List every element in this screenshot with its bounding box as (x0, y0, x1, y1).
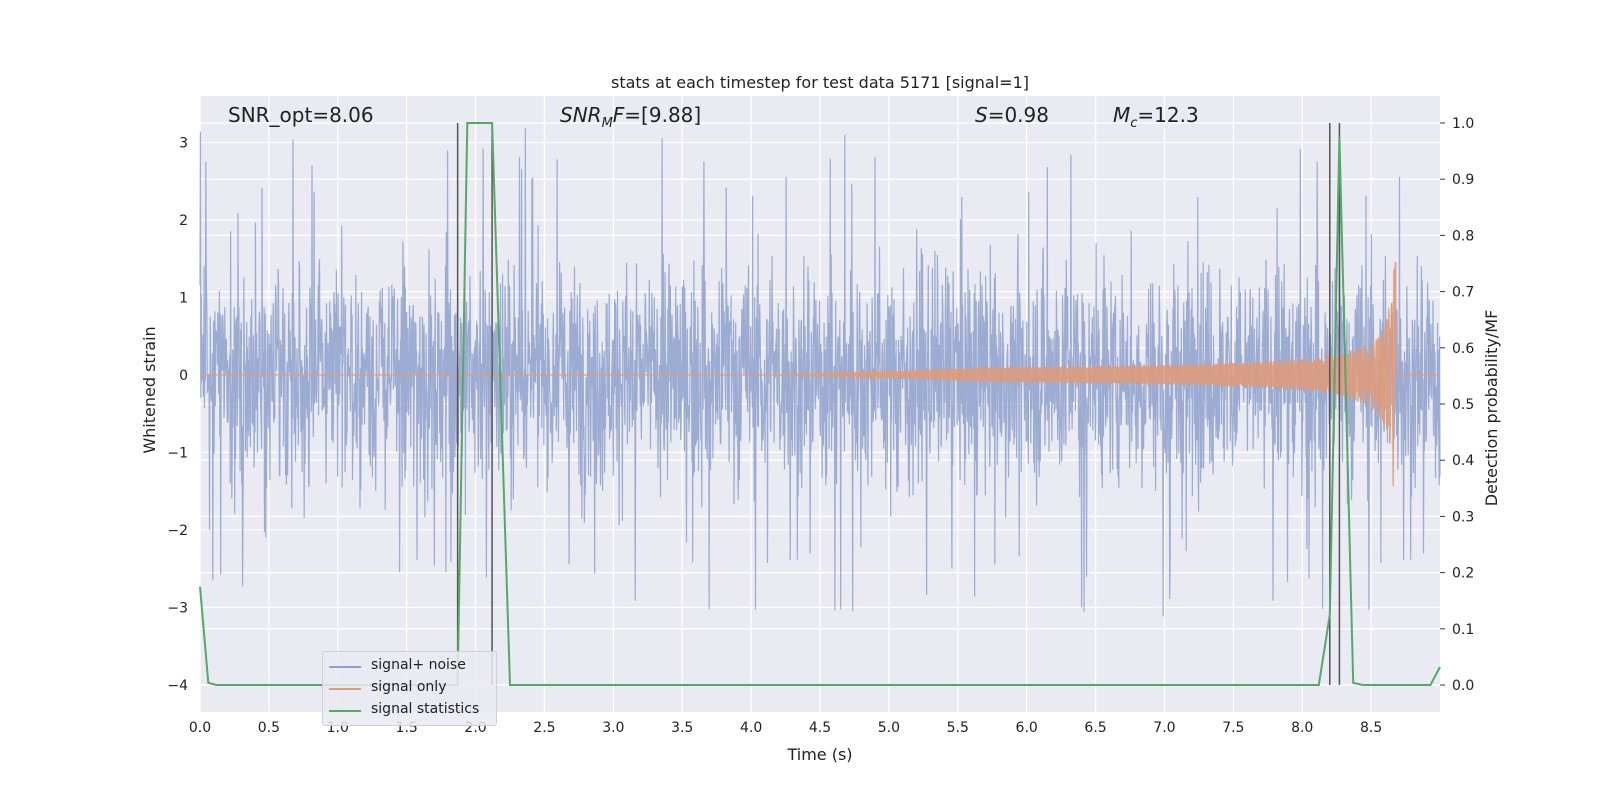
x-tick-label: 3.0 (602, 720, 624, 736)
legend-swatch-signal-statistics (329, 710, 361, 712)
legend: signal+ noise signal only signal statist… (322, 651, 497, 726)
y-tick-label-right: 0.5 (1452, 397, 1474, 413)
x-tick-label: 0.5 (258, 720, 280, 736)
signal-statistics-line (199, 122, 1441, 686)
y-tick-label-right: 0.1 (1452, 622, 1474, 638)
y-tick-label-left: 2 (179, 213, 188, 229)
annotation-snr-mf: SNRMF=[9.88] (560, 103, 702, 131)
x-tick-label: 4.0 (740, 720, 762, 736)
series-signal-statistics (199, 122, 1441, 686)
y-tick-label-right: 0.6 (1452, 341, 1474, 357)
y-tick-label-right: 0.8 (1452, 228, 1474, 244)
y-axis-label-left: Whitened strain (140, 326, 159, 453)
legend-swatch-signal-plus-noise (329, 666, 361, 668)
y-tick-label-right: 0.9 (1452, 172, 1474, 188)
x-tick-label: 5.0 (878, 720, 900, 736)
y-ticks-right: 1.0 0.9 0.8 0.7 0.6 0.5 0.4 0.3 0.2 0.1 0.0 (1440, 116, 1474, 694)
x-axis-label: Time (s) (786, 745, 852, 764)
y-ticks-left: 3 2 1 0 −1 −2 −3 −4 (167, 135, 188, 693)
x-tick-label: 6.5 (1084, 720, 1106, 736)
series-signal-only (200, 261, 1440, 487)
y-tick-label-left: −4 (167, 678, 188, 694)
y-tick-label-left: −2 (167, 523, 188, 539)
y-tick-label-right: 0.0 (1452, 678, 1474, 694)
legend-item-signal-plus-noise: signal+ noise (323, 656, 496, 676)
legend-item-signal-statistics: signal statistics (323, 700, 496, 720)
y-tick-label-right: 0.7 (1452, 285, 1474, 301)
x-tick-label: 4.5 (809, 720, 831, 736)
x-tick-label: 8.5 (1360, 720, 1382, 736)
y-tick-label-left: 1 (179, 290, 188, 306)
x-tick-label: 3.5 (671, 720, 693, 736)
legend-label-signal-statistics: signal statistics (371, 701, 480, 717)
legend-item-signal-only: signal only (323, 678, 496, 698)
y-tick-label-right: 0.4 (1452, 453, 1474, 469)
legend-label-signal-plus-noise: signal+ noise (371, 657, 466, 673)
x-tick-label: 6.0 (1016, 720, 1038, 736)
y-tick-label-right: 0.2 (1452, 566, 1474, 582)
signal-only-line (200, 261, 1440, 487)
y-tick-label-left: −3 (167, 600, 188, 616)
y-tick-label-left: 3 (179, 135, 188, 151)
legend-swatch-signal-only (329, 688, 361, 690)
y-tick-label-right: 1.0 (1452, 116, 1474, 132)
x-tick-label: 2.5 (533, 720, 555, 736)
y-tick-label-left: 0 (179, 368, 188, 384)
x-tick-label: 7.0 (1153, 720, 1175, 736)
x-tick-label: 5.5 (947, 720, 969, 736)
annotation-snr-opt: SNR_opt=8.06 (228, 103, 374, 127)
legend-label-signal-only: signal only (371, 679, 447, 695)
annotation-s: S=0.98 (975, 103, 1049, 127)
y-tick-label-left: −1 (167, 445, 188, 461)
x-tick-label: 8.0 (1291, 720, 1313, 736)
x-tick-label: 7.5 (1222, 720, 1244, 736)
x-tick-label: 0.0 (189, 720, 211, 736)
y-tick-label-right: 0.3 (1452, 509, 1474, 525)
chart-title: stats at each timestep for test data 517… (611, 73, 1029, 92)
annotation-mc: Mc=12.3 (1113, 103, 1199, 131)
y-axis-label-right: Detection probability/MF (1482, 310, 1501, 507)
x-ticks: 0.0 0.5 1.0 1.5 2.0 2.5 3.0 3.5 4.0 4.5 5.0 5.5 6.0 6… (189, 720, 1382, 736)
